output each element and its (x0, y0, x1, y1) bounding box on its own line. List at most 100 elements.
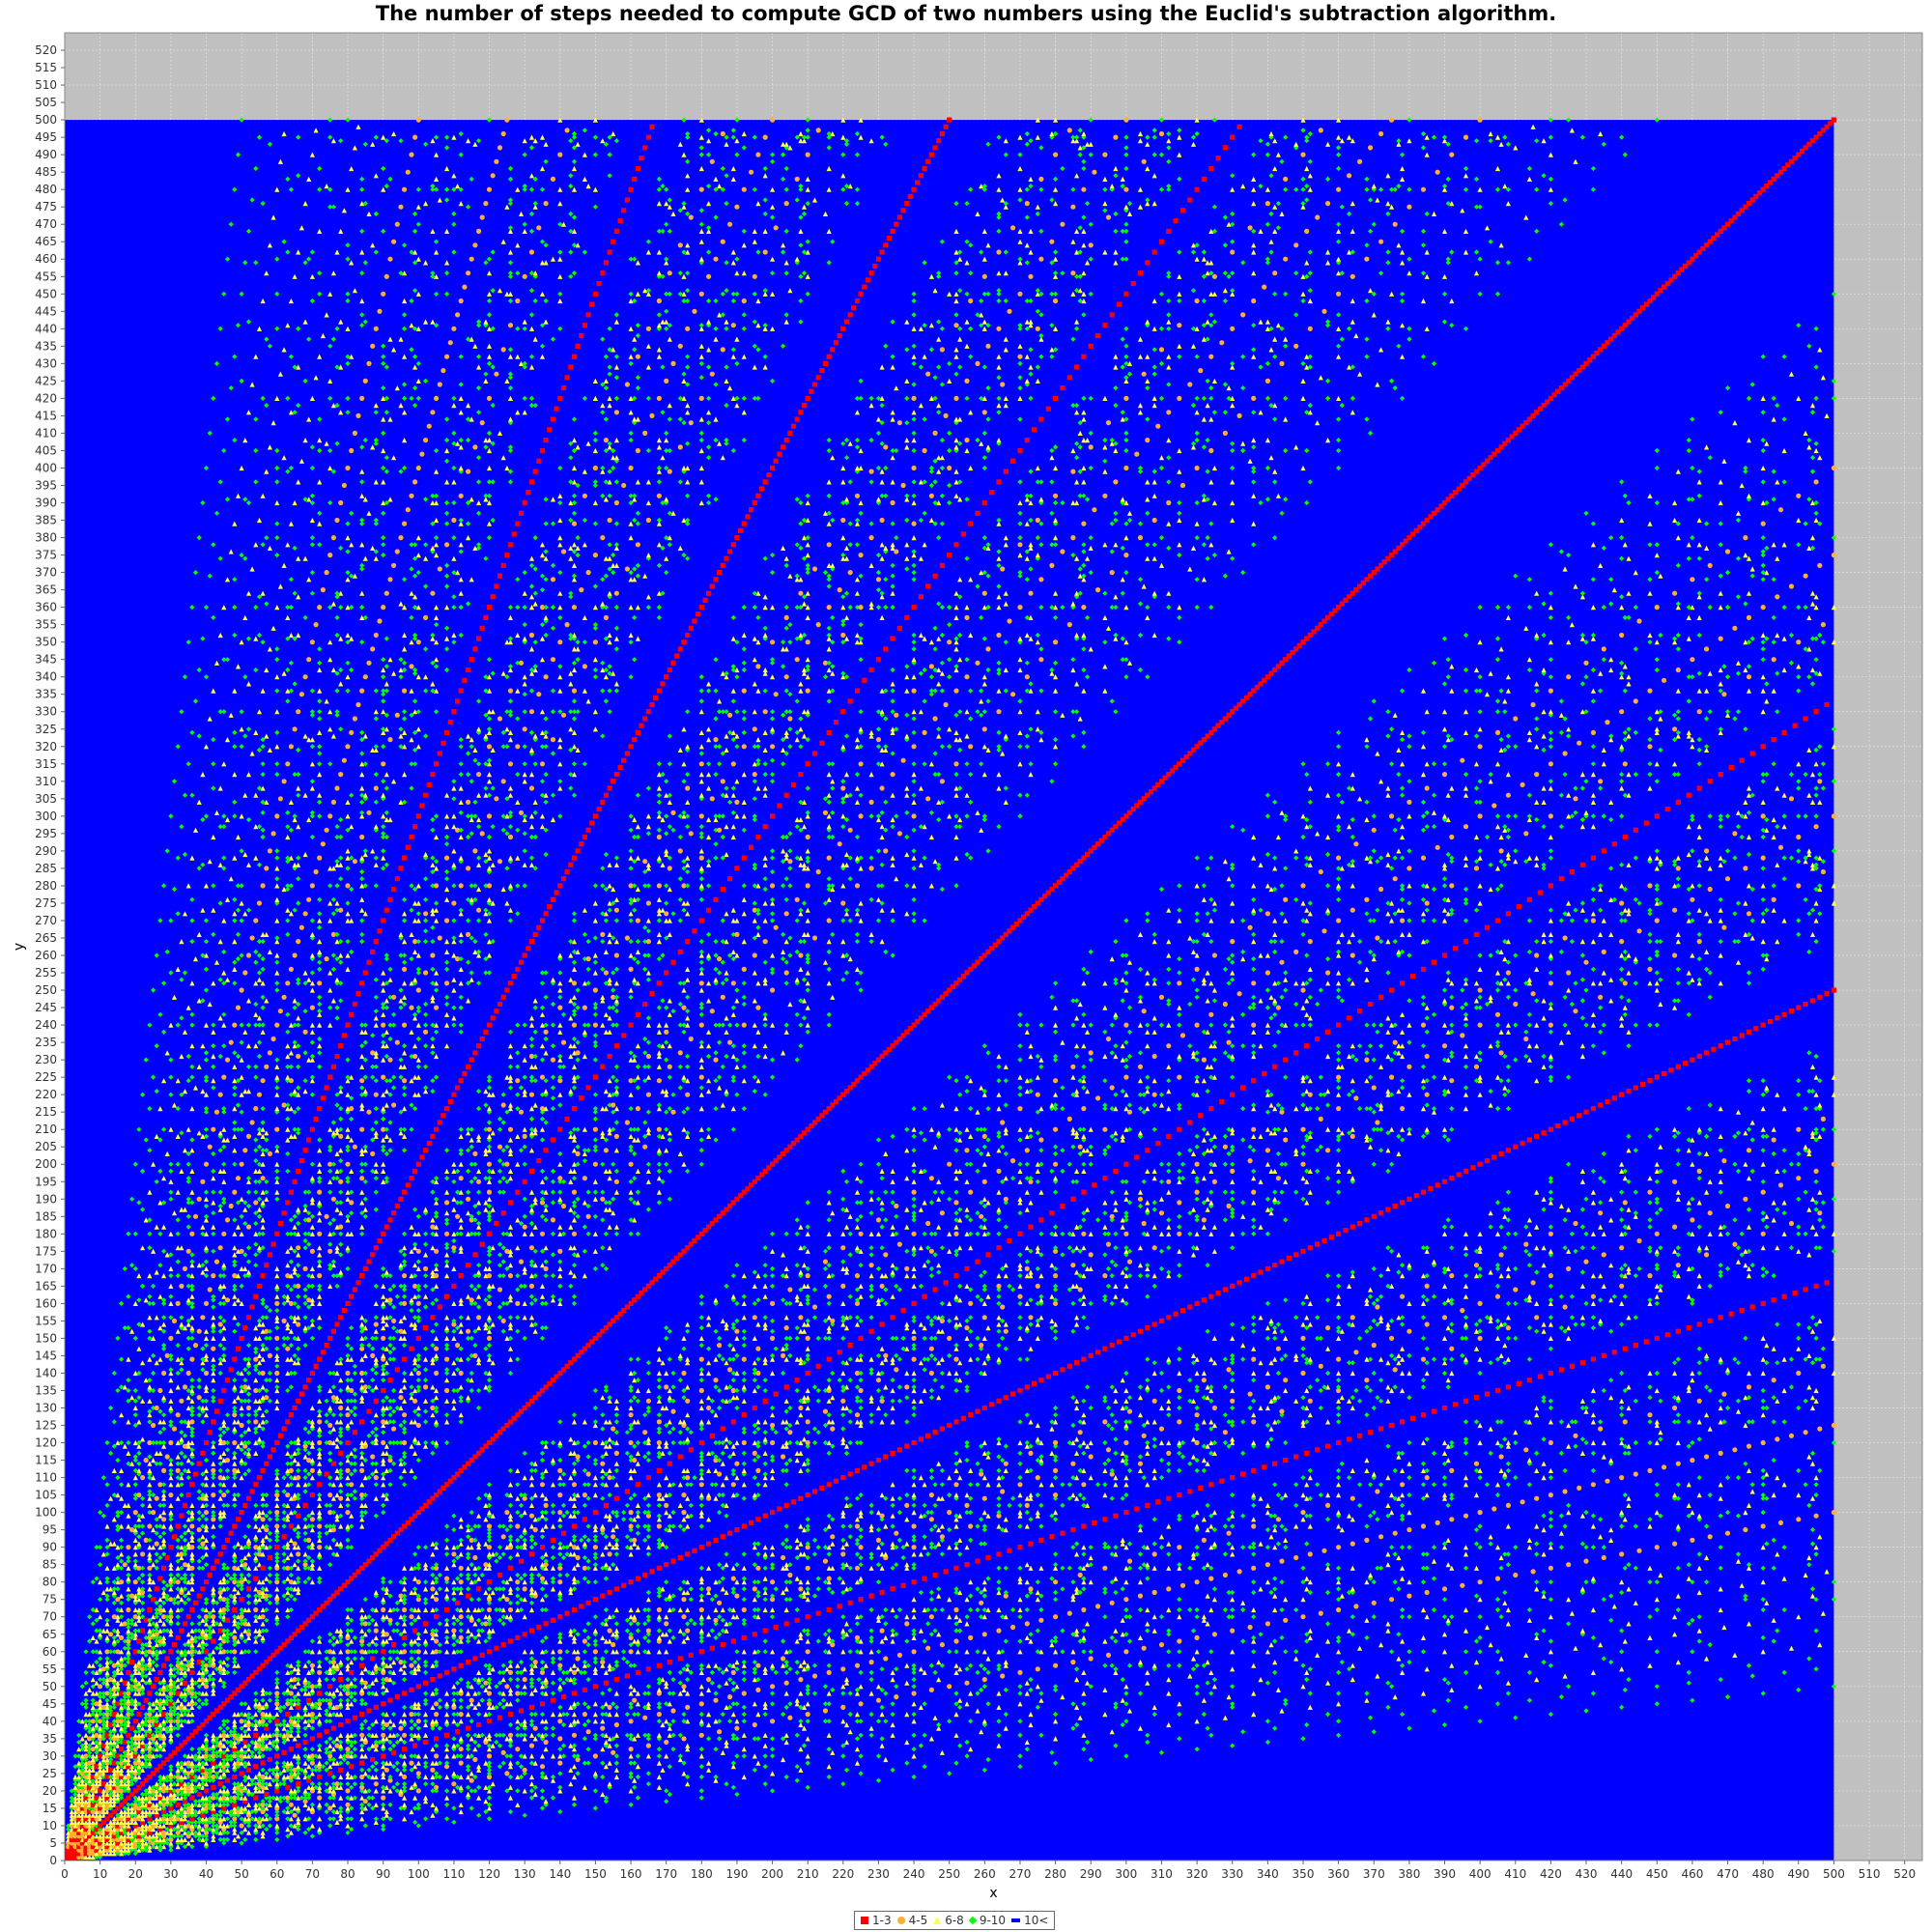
point-6-8 (104, 1823, 110, 1829)
point-1-3 (108, 1767, 114, 1773)
point-1-3 (253, 1732, 259, 1738)
point-1-3 (87, 1833, 93, 1839)
point-9-10 (87, 1753, 93, 1759)
point-1-3 (213, 1408, 220, 1414)
point-6-8 (94, 1833, 99, 1839)
point-4-5 (292, 726, 298, 732)
point-6-8 (108, 1777, 114, 1783)
point-4-5 (154, 1541, 159, 1547)
point-1-3 (217, 1551, 223, 1557)
point-6-8 (104, 1662, 110, 1668)
point-4-5 (126, 1606, 131, 1613)
point-1-3 (235, 1346, 242, 1351)
point-1-3 (317, 1482, 323, 1488)
point-4-5 (221, 1074, 227, 1080)
point-6-8 (104, 1781, 110, 1787)
point-6-8 (90, 1819, 96, 1825)
point-4-5 (175, 1579, 181, 1585)
point-6-8 (119, 1704, 125, 1710)
point-1-3 (108, 1721, 114, 1728)
point-4-5 (98, 1684, 103, 1690)
point-6-8 (104, 1586, 110, 1592)
point-6-8 (90, 1732, 96, 1738)
point-6-8 (98, 1697, 103, 1703)
point-9-10 (98, 1712, 103, 1718)
point-9-10 (119, 1565, 125, 1571)
point-9-10 (108, 1704, 114, 1710)
point-6-8 (87, 1819, 93, 1825)
point-1-3 (309, 1492, 315, 1498)
point-4-5 (217, 1092, 223, 1097)
point-6-8 (100, 1628, 106, 1634)
point-9-10 (72, 1781, 78, 1787)
point-4-5 (298, 924, 304, 930)
point-1-3 (281, 1749, 287, 1755)
point-6-8 (72, 1795, 78, 1801)
point-6-8 (94, 1812, 99, 1818)
point-6-8 (119, 1732, 125, 1738)
point-4-5 (119, 1788, 125, 1794)
point-9-10 (90, 1701, 96, 1707)
point-1-3 (111, 1833, 117, 1839)
point-1-3 (288, 1412, 294, 1418)
point-6-8 (83, 1812, 89, 1818)
point-1-3 (72, 1854, 78, 1860)
point-6-8 (79, 1753, 85, 1759)
point-4-5 (232, 1189, 238, 1195)
point-4-5 (211, 1492, 216, 1498)
point-4-5 (267, 848, 272, 854)
point-4-5 (281, 994, 287, 1000)
point-1-3 (111, 1712, 117, 1718)
point-6-8 (115, 1819, 121, 1825)
point-4-5 (175, 1467, 181, 1473)
point-1-3 (154, 1586, 159, 1592)
point-6-8 (119, 1833, 125, 1839)
point-4-5 (296, 1245, 301, 1251)
point-1-3 (285, 1712, 291, 1718)
point-6-8 (76, 1795, 82, 1801)
point-4-5 (192, 1343, 199, 1349)
point-4-5 (211, 1346, 216, 1351)
point-1-3 (288, 1523, 294, 1529)
point-9-10 (119, 1739, 125, 1746)
point-6-8 (111, 1517, 117, 1522)
point-4-5 (309, 1517, 315, 1522)
point-9-10 (119, 1697, 125, 1703)
point-4-5 (196, 1196, 202, 1202)
point-4-5 (260, 1517, 266, 1522)
point-6-8 (83, 1712, 89, 1718)
point-1-3 (302, 1739, 308, 1746)
point-4-5 (274, 1690, 280, 1696)
point-1-3 (245, 1315, 252, 1321)
point-9-10 (115, 1523, 121, 1529)
point-4-5 (203, 1161, 210, 1167)
point-9-10 (90, 1621, 96, 1627)
point-1-3 (90, 1816, 96, 1822)
point-9-10 (98, 1562, 103, 1568)
point-9-10 (108, 1405, 114, 1411)
point-6-8 (98, 1732, 103, 1738)
point-6-8 (119, 1840, 125, 1846)
point-9-10 (100, 1694, 106, 1700)
point-1-3 (115, 1840, 121, 1846)
point-1-3 (313, 1363, 319, 1369)
point-6-8 (100, 1756, 106, 1763)
point-4-5 (274, 1022, 280, 1028)
point-9-10 (76, 1732, 82, 1738)
point-9-10 (104, 1551, 110, 1557)
point-9-10 (98, 1545, 103, 1550)
point-1-3 (292, 1405, 298, 1411)
point-9-10 (94, 1739, 99, 1746)
point-6-8 (119, 1621, 125, 1627)
point-1-3 (264, 1791, 270, 1798)
point-6-8 (72, 1799, 78, 1804)
point-9-10 (69, 1795, 74, 1801)
point-9-10 (119, 1753, 125, 1759)
point-4-5 (196, 1395, 202, 1401)
point-9-10 (83, 1756, 89, 1763)
point-6-8 (111, 1690, 117, 1696)
point-1-3 (100, 1743, 106, 1748)
point-6-8 (98, 1812, 103, 1818)
point-6-8 (66, 1830, 71, 1835)
point-9-10 (115, 1586, 121, 1592)
